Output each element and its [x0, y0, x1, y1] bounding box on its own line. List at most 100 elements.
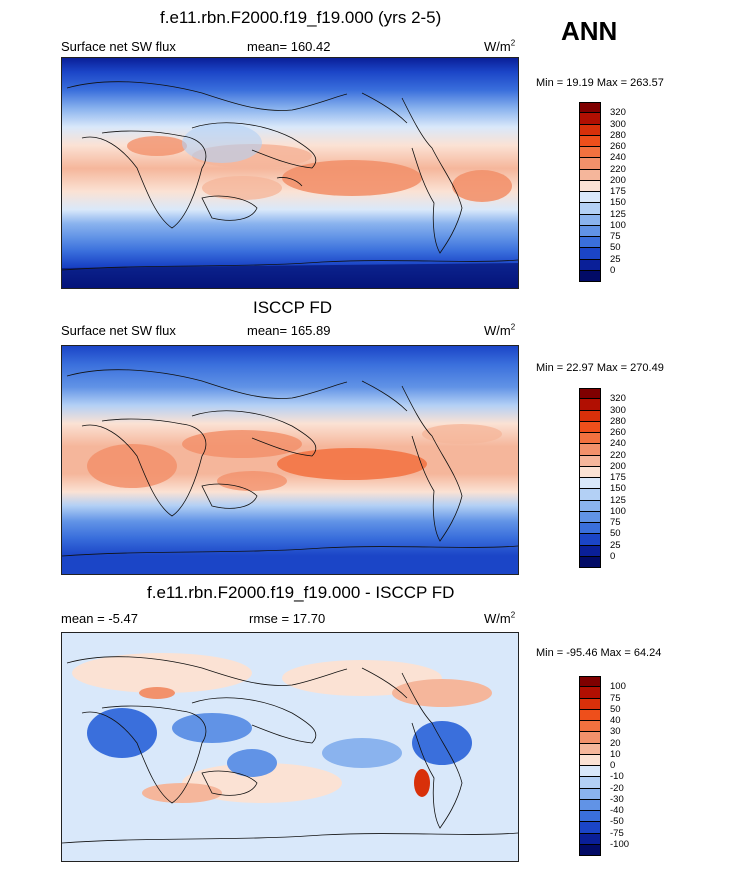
panel-3-mean: mean = -5.47 [61, 611, 138, 626]
panel-1-units: W/m2 [484, 38, 516, 54]
colorbar-tick-label: 75 [610, 692, 621, 704]
colorbar-segment [579, 399, 601, 411]
panel-2-minmax: Min = 22.97 Max = 270.49 [536, 362, 664, 374]
colorbar-segment [579, 169, 601, 181]
colorbar-tick-label: 0 [610, 550, 616, 562]
panel-1-title: f.e11.rbn.F2000.f19_f19.000 (yrs 2-5) [160, 8, 442, 27]
colorbar-tick-label: 300 [610, 404, 626, 416]
colorbar-tick-label: -10 [610, 771, 624, 783]
colorbar-segment [579, 777, 601, 789]
panel-3-minmax: Min = -95.46 Max = 64.24 [536, 647, 662, 659]
panel-1-colorbar [579, 102, 601, 282]
colorbar-segment [579, 698, 601, 710]
colorbar-tick-label: -50 [610, 816, 624, 828]
colorbar-segment [579, 721, 601, 733]
colorbar-segment [579, 523, 601, 535]
panel-3-map [61, 632, 519, 862]
colorbar-tick-label: 10 [610, 748, 621, 760]
colorbar-tick-label: 175 [610, 186, 626, 197]
colorbar-segment [579, 811, 601, 823]
colorbar-tick-label: 220 [610, 449, 626, 461]
colorbar-tick-label: -30 [610, 793, 624, 805]
colorbar-tick-label: 240 [610, 152, 626, 164]
colorbar-segment [579, 556, 601, 568]
colorbar-segment [579, 687, 601, 699]
panel-1-left-label: Surface net SW flux [61, 39, 176, 54]
colorbar-tick-label: 200 [610, 174, 626, 186]
colorbar-tick-label: 100 [610, 505, 626, 517]
panel-3-map-svg [62, 633, 518, 861]
colorbar-tick-label: 260 [610, 427, 626, 438]
colorbar-tick-label: 50 [610, 703, 621, 715]
colorbar-tick-label: 75 [610, 517, 621, 528]
colorbar-segment [579, 676, 601, 688]
panel-2-title: ISCCP FD [253, 298, 333, 317]
panel-2-map-svg [62, 346, 518, 574]
colorbar-tick-label: 320 [610, 107, 626, 119]
colorbar-segment [579, 421, 601, 433]
colorbar-segment [579, 766, 601, 778]
colorbar-segment [579, 844, 601, 856]
panel-3-units: W/m2 [484, 610, 516, 626]
season-label: ANN [561, 16, 618, 46]
colorbar-segment [579, 500, 601, 512]
panel-1-minmax: Min = 19.19 Max = 263.57 [536, 77, 664, 89]
panel-2-map [61, 345, 519, 575]
colorbar-tick-label: -100 [610, 838, 630, 850]
panel-2-colorbar [579, 388, 601, 568]
colorbar-segment [579, 545, 601, 557]
colorbar-segment [579, 180, 601, 192]
colorbar-segment [579, 511, 601, 523]
colorbar-tick-label: 220 [610, 163, 626, 175]
colorbar-tick-label: 150 [610, 197, 626, 209]
panel-1-map-svg [62, 58, 518, 288]
colorbar-segment [579, 478, 601, 490]
panel-1-map [61, 57, 519, 289]
panel-1-mean: mean= 160.42 [247, 39, 331, 54]
colorbar-tick-label: 50 [610, 242, 621, 254]
colorbar-segment [579, 754, 601, 766]
colorbar-segment [579, 444, 601, 456]
colorbar-tick-label: 300 [610, 118, 626, 130]
colorbar-segment [579, 203, 601, 215]
colorbar-segment [579, 455, 601, 467]
colorbar-tick-label: 260 [610, 141, 626, 152]
colorbar-segment [579, 135, 601, 147]
colorbar-segment [579, 489, 601, 501]
colorbar-tick-label: -20 [610, 782, 624, 794]
colorbar-segment [579, 410, 601, 422]
colorbar-tick-label: 320 [610, 393, 626, 405]
colorbar-tick-label: 0 [610, 264, 616, 276]
colorbar-tick-label: 125 [610, 494, 626, 506]
colorbar-segment [579, 466, 601, 478]
colorbar-tick-label: 0 [610, 760, 616, 771]
colorbar-segment [579, 799, 601, 811]
colorbar-tick-label: 240 [610, 438, 626, 450]
colorbar-segment [579, 158, 601, 170]
colorbar-tick-label: 25 [610, 539, 621, 551]
colorbar-segment [579, 102, 601, 114]
colorbar-segment [579, 248, 601, 260]
colorbar-tick-label: 25 [610, 253, 621, 265]
panel-2-units: W/m2 [484, 322, 516, 338]
colorbar-segment [579, 192, 601, 204]
colorbar-segment [579, 214, 601, 226]
colorbar-tick-label: -40 [610, 805, 624, 816]
colorbar-segment [579, 709, 601, 721]
colorbar-segment [579, 743, 601, 755]
colorbar-tick-label: 50 [610, 528, 621, 540]
colorbar-segment [579, 433, 601, 445]
colorbar-segment [579, 732, 601, 744]
colorbar-tick-label: -75 [610, 827, 624, 839]
colorbar-tick-label: 100 [610, 681, 626, 693]
colorbar-tick-label: 175 [610, 472, 626, 483]
colorbar-segment [579, 237, 601, 249]
panel-3-colorbar [579, 676, 601, 856]
panel-3-rmse: rmse = 17.70 [249, 611, 326, 626]
colorbar-tick-label: 100 [610, 219, 626, 231]
colorbar-segment [579, 822, 601, 834]
colorbar-tick-label: 280 [610, 129, 626, 141]
panel-2-mean: mean= 165.89 [247, 323, 331, 338]
colorbar-segment [579, 225, 601, 237]
colorbar-segment [579, 788, 601, 800]
